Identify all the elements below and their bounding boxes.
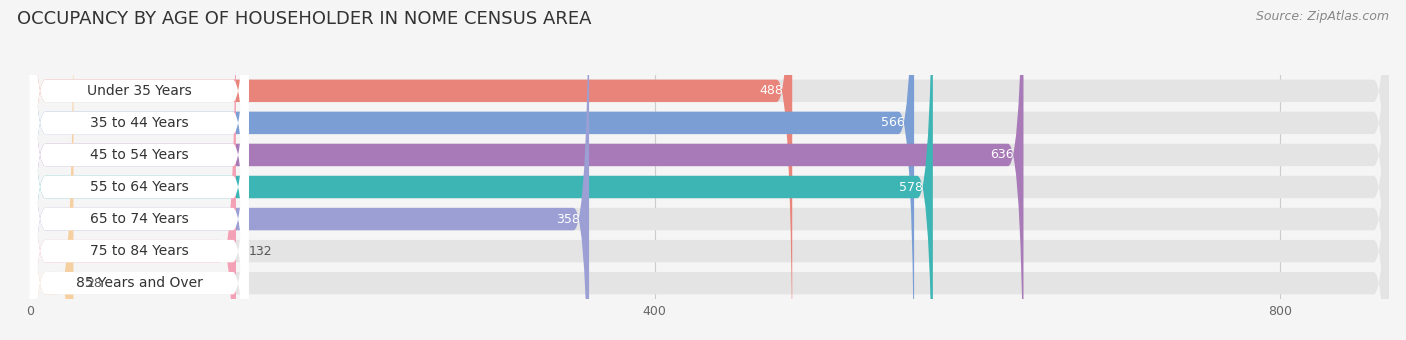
Text: 28: 28 bbox=[86, 277, 101, 290]
FancyBboxPatch shape bbox=[30, 0, 249, 340]
FancyBboxPatch shape bbox=[30, 0, 1024, 340]
FancyBboxPatch shape bbox=[30, 0, 932, 340]
Text: 578: 578 bbox=[900, 181, 924, 193]
FancyBboxPatch shape bbox=[30, 0, 249, 340]
FancyBboxPatch shape bbox=[30, 0, 1389, 340]
Text: 35 to 44 Years: 35 to 44 Years bbox=[90, 116, 188, 130]
FancyBboxPatch shape bbox=[30, 0, 1389, 340]
Text: 75 to 84 Years: 75 to 84 Years bbox=[90, 244, 188, 258]
Text: Source: ZipAtlas.com: Source: ZipAtlas.com bbox=[1256, 10, 1389, 23]
Text: Under 35 Years: Under 35 Years bbox=[87, 84, 191, 98]
FancyBboxPatch shape bbox=[30, 0, 792, 340]
Text: 55 to 64 Years: 55 to 64 Years bbox=[90, 180, 188, 194]
FancyBboxPatch shape bbox=[30, 0, 249, 340]
Text: 566: 566 bbox=[882, 116, 904, 130]
FancyBboxPatch shape bbox=[30, 0, 1389, 340]
Text: 488: 488 bbox=[759, 84, 783, 97]
FancyBboxPatch shape bbox=[30, 0, 236, 340]
FancyBboxPatch shape bbox=[30, 0, 249, 340]
FancyBboxPatch shape bbox=[30, 0, 1389, 340]
FancyBboxPatch shape bbox=[30, 0, 1389, 340]
FancyBboxPatch shape bbox=[30, 0, 249, 340]
Text: 636: 636 bbox=[990, 149, 1014, 162]
FancyBboxPatch shape bbox=[30, 0, 914, 340]
Text: OCCUPANCY BY AGE OF HOUSEHOLDER IN NOME CENSUS AREA: OCCUPANCY BY AGE OF HOUSEHOLDER IN NOME … bbox=[17, 10, 592, 28]
Text: 65 to 74 Years: 65 to 74 Years bbox=[90, 212, 188, 226]
FancyBboxPatch shape bbox=[30, 0, 1389, 340]
FancyBboxPatch shape bbox=[30, 0, 1389, 340]
Text: 358: 358 bbox=[555, 212, 579, 225]
Text: 45 to 54 Years: 45 to 54 Years bbox=[90, 148, 188, 162]
FancyBboxPatch shape bbox=[30, 0, 589, 340]
FancyBboxPatch shape bbox=[30, 0, 249, 340]
FancyBboxPatch shape bbox=[30, 0, 73, 340]
Text: 85 Years and Over: 85 Years and Over bbox=[76, 276, 202, 290]
Text: 132: 132 bbox=[249, 244, 273, 258]
FancyBboxPatch shape bbox=[30, 0, 249, 340]
